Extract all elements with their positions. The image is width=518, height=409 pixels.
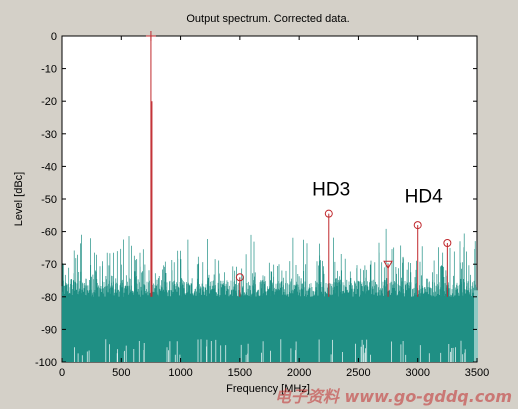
annotations: HD3 HD4 <box>312 180 443 208</box>
y-tick-label: -80 <box>41 292 57 304</box>
x-axis-label: Frequency [MHz] <box>226 383 310 395</box>
harmonic-marker-circle <box>235 273 244 282</box>
x-tick-label: 500 <box>112 367 130 379</box>
harmonic-marker-circle <box>324 209 333 218</box>
x-axis-ticks: 0 500 1000 1500 2000 2500 3000 3500 <box>59 36 489 379</box>
y-tick-label: -70 <box>41 259 57 271</box>
noise-trace <box>61 280 477 362</box>
harmonic-marker-triangle <box>383 260 393 270</box>
x-tick-label: 1000 <box>168 367 192 379</box>
x-tick-label: 2000 <box>287 367 311 379</box>
y-tick-label: -90 <box>41 324 57 336</box>
x-tick-label: 2500 <box>346 367 370 379</box>
watermark: 电子资料 www.go-gddq.com <box>274 387 512 406</box>
y-tick-label: -10 <box>41 64 57 76</box>
y-axis-ticks: 0 -10 -20 -30 -40 -50 -60 -70 -80 -90 -100 <box>35 31 477 369</box>
y-tick-label: -20 <box>41 96 57 108</box>
x-tick-label: 1500 <box>228 367 252 379</box>
harmonic-marker-circle <box>413 221 422 230</box>
y-tick-label: -60 <box>41 227 57 239</box>
x-tick-label: 3500 <box>465 367 489 379</box>
noise-floor <box>61 228 478 362</box>
annotation-label: HD4 <box>405 186 443 207</box>
harmonic-marker-circle <box>443 239 452 248</box>
annotation-label: HD3 <box>312 180 350 201</box>
noise-edge <box>474 290 478 362</box>
noise-dips <box>74 339 466 362</box>
harmonic-markers <box>235 209 452 297</box>
y-tick-label: -40 <box>41 161 57 173</box>
x-tick-label: 0 <box>59 367 65 379</box>
x-tick-label: 3000 <box>405 367 429 379</box>
y-tick-label: 0 <box>51 31 57 43</box>
y-tick-label: -30 <box>41 129 57 141</box>
signal-lines <box>145 31 156 297</box>
y-tick-label: -100 <box>35 357 57 369</box>
y-tick-label: -50 <box>41 194 57 206</box>
chart-title: Output spectrum. Corrected data. <box>186 13 349 25</box>
y-axis-label: Level [dBc] <box>13 172 25 226</box>
